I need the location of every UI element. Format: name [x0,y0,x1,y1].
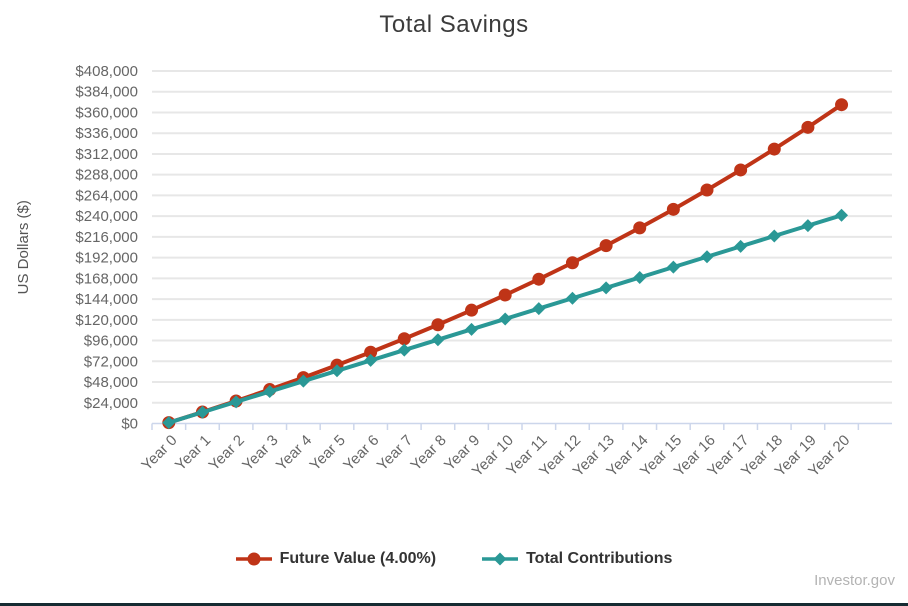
data-point-marker[interactable] [700,183,714,197]
data-point-marker[interactable] [498,312,512,326]
data-point-marker[interactable] [700,250,714,264]
chart-legend: Future Value (4.00%) Total Contributions [0,550,908,568]
data-point-marker[interactable] [801,120,815,134]
legend-label: Future Value (4.00%) [279,550,437,567]
data-point-marker[interactable] [532,302,546,316]
y-axis-tick-label: $144,000 [75,291,138,308]
y-axis-tick-label: $384,000 [75,84,138,101]
legend-diamond-marker-icon [482,552,519,566]
x-axis-tick-label: Year 7 [374,432,416,474]
series-line-future-value [168,103,843,425]
data-point-marker[interactable] [532,272,546,286]
data-point-marker[interactable] [229,395,243,409]
x-axis-tick-label: Year 0 [138,432,180,474]
chart-title: Total Savings [379,11,529,38]
x-axis-tick-label: Year 3 [239,432,281,474]
data-point-marker[interactable] [431,318,445,332]
data-point-marker[interactable] [263,385,277,399]
y-axis-tick-label: $120,000 [75,312,138,329]
data-point-marker[interactable] [565,291,579,305]
data-point-marker[interactable] [364,353,378,367]
y-axis-tick-label: $96,000 [84,333,138,350]
y-axis-tick-label: $264,000 [75,187,138,204]
y-axis-tick-label: $336,000 [75,125,138,142]
data-point-marker[interactable] [465,303,479,317]
x-axis-tick-label: Year 5 [307,432,349,474]
data-point-marker[interactable] [599,239,613,253]
legend-item-future-value[interactable]: Future Value (4.00%) [235,550,437,568]
data-point-marker[interactable] [835,208,849,222]
y-axis-tick-label: $72,000 [84,353,138,370]
data-point-marker[interactable] [465,322,479,336]
data-point-marker[interactable] [767,142,781,156]
data-point-marker[interactable] [565,256,579,270]
data-point-marker[interactable] [666,260,680,274]
y-axis-tick-label: $312,000 [75,146,138,163]
y-axis-tick-label: $192,000 [75,250,138,267]
y-axis-title: US Dollars ($) [15,200,32,294]
data-point-marker[interactable] [734,239,748,253]
data-point-marker[interactable] [498,288,512,302]
y-axis-tick-label: $0 [121,416,138,433]
x-axis-tick-label: Year 6 [340,432,382,474]
data-point-marker[interactable] [835,98,849,112]
x-axis-tick-label: Year 8 [407,432,449,474]
data-point-marker[interactable] [162,416,176,430]
data-point-marker[interactable] [734,163,748,177]
data-point-marker[interactable] [195,405,209,419]
x-axis-tick-label: Year 2 [206,432,248,474]
data-point-marker[interactable] [364,345,378,359]
bottom-divider-bar [0,603,908,606]
y-axis-tick-label: $240,000 [75,208,138,225]
data-point-marker[interactable] [296,374,310,388]
y-axis-tick-label: $408,000 [75,63,138,80]
y-axis-tick-label: $168,000 [75,270,138,287]
data-point-marker[interactable] [397,332,411,346]
y-axis-tick-label: $24,000 [84,395,138,412]
data-point-marker[interactable] [431,333,445,347]
data-point-marker[interactable] [599,281,613,295]
legend-label: Total Contributions [526,550,673,567]
data-point-marker[interactable] [801,219,815,233]
legend-circle-marker-icon [235,552,272,566]
x-axis-tick-label: Year 1 [172,432,214,474]
x-axis-tick-label: Year 4 [273,432,315,474]
data-point-marker[interactable] [767,229,781,243]
data-point-marker[interactable] [330,364,344,378]
data-point-marker[interactable] [633,221,647,235]
y-axis-tick-label: $288,000 [75,167,138,184]
legend-item-total-contributions[interactable]: Total Contributions [482,550,672,568]
y-axis-tick-label: $48,000 [84,374,138,391]
y-axis-tick-label: $216,000 [75,229,138,246]
data-point-marker[interactable] [397,343,411,357]
investor-gov-credit: Investor.gov [814,572,895,589]
data-point-marker[interactable] [666,202,680,216]
data-point-marker[interactable] [633,270,647,284]
y-axis-tick-label: $360,000 [75,104,138,121]
